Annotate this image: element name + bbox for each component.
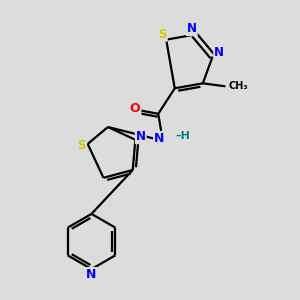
Text: –H: –H — [176, 131, 190, 141]
Text: O: O — [130, 102, 140, 115]
Text: S: S — [77, 139, 86, 152]
Text: N: N — [154, 132, 164, 145]
Text: S: S — [158, 28, 167, 41]
Text: CH₃: CH₃ — [229, 81, 248, 91]
Text: N: N — [214, 46, 224, 59]
Text: N: N — [136, 130, 146, 143]
Text: N: N — [187, 22, 197, 35]
Text: N: N — [86, 268, 97, 281]
